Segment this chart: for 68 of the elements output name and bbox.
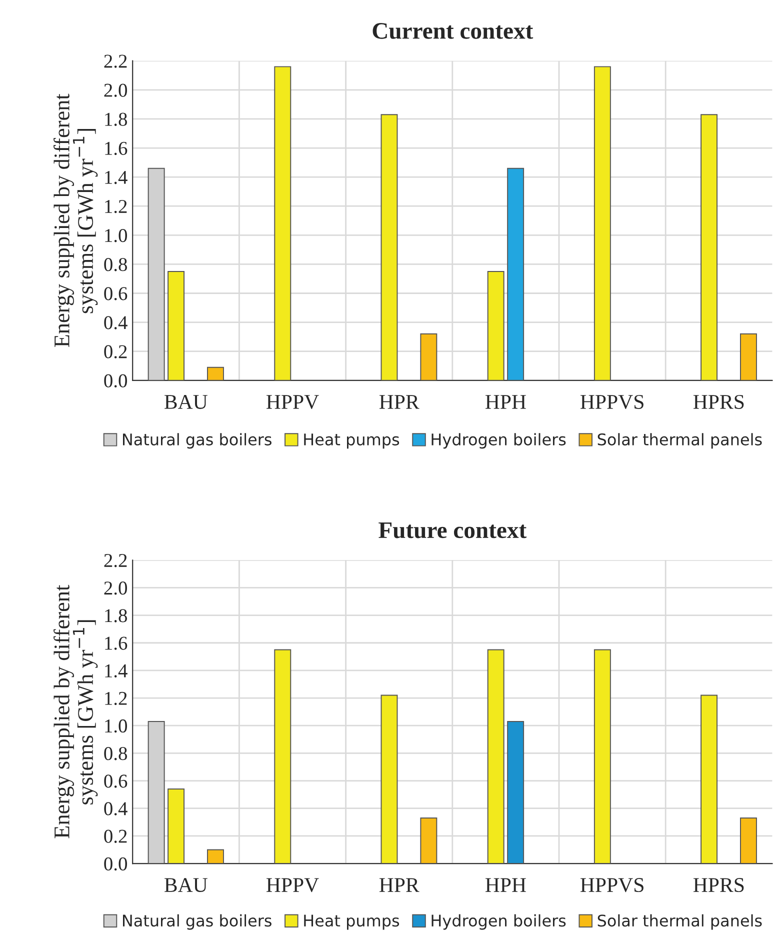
x-tick-label: HPRS xyxy=(693,394,744,409)
legend-label: Heat pumps xyxy=(304,914,400,930)
bar xyxy=(487,270,504,380)
y-tick-label: 2.2 xyxy=(104,54,127,68)
x-tick-label: HPH xyxy=(485,878,526,892)
y-tick-label: 0.4 xyxy=(104,802,128,816)
chart-title: Current context xyxy=(372,23,534,39)
x-tick-label: HPPVS xyxy=(580,394,644,410)
legend-label: Solar thermal panels xyxy=(598,433,762,449)
x-tick-label: BAU xyxy=(164,394,208,409)
bar xyxy=(740,818,757,864)
bar xyxy=(594,66,611,380)
x-tick-label: HPPV xyxy=(266,878,319,892)
y-tick-label: 0.8 xyxy=(104,747,127,760)
y-axis-title: Energy supplied by different systems [GWh yr$^{−1}$] xyxy=(54,94,98,348)
x-tick-label: HPR xyxy=(379,878,420,892)
bar xyxy=(274,649,292,864)
bar xyxy=(700,694,718,864)
y-tick-label: 0.6 xyxy=(104,287,128,300)
bar xyxy=(380,694,398,864)
bar xyxy=(740,333,757,380)
bar xyxy=(487,649,504,864)
y-tick-label: 0.0 xyxy=(104,857,127,871)
y-tick-label: 0.0 xyxy=(104,374,127,388)
legend-label: Hydrogen boilers xyxy=(432,433,566,449)
y-tick-label: 1.4 xyxy=(105,664,128,678)
y-tick-label: 0.4 xyxy=(104,316,128,330)
y-tick-label: 0.2 xyxy=(104,345,127,358)
y-tick-label: 1.2 xyxy=(105,200,127,214)
bar xyxy=(700,114,718,380)
x-tick-label: HPRS xyxy=(693,878,744,892)
bar xyxy=(420,818,438,864)
y-tick-label: 1.4 xyxy=(105,170,128,184)
legend-label: Hydrogen boilers xyxy=(432,914,566,930)
legend-label: Heat pumps xyxy=(304,434,400,449)
x-tick-label: HPPV xyxy=(266,395,319,410)
bar xyxy=(380,114,398,380)
chart-title: Future context xyxy=(378,522,527,538)
y-tick-label: 1.0 xyxy=(105,719,127,733)
y-tick-label: 1.8 xyxy=(105,112,127,126)
legend-label: Solar thermal panels xyxy=(598,914,762,930)
bar xyxy=(594,649,611,864)
y-axis-title: Energy supplied by different systems [GWh yr$^{−1}$] xyxy=(54,584,98,838)
x-tick-label: BAU xyxy=(164,878,208,892)
bar xyxy=(507,168,524,380)
bar xyxy=(207,366,224,380)
x-tick-label: HPH xyxy=(485,395,526,409)
legend-label: Natural gas boilers xyxy=(123,433,272,449)
y-tick-label: 1.6 xyxy=(105,142,128,156)
x-tick-label: HPR xyxy=(379,395,420,409)
bar xyxy=(207,849,224,864)
y-tick-label: 0.8 xyxy=(104,258,127,272)
x-tick-label: HPPVS xyxy=(580,878,644,892)
y-tick-label: 0.6 xyxy=(104,774,128,788)
y-tick-label: 1.6 xyxy=(105,636,128,650)
legend-label: Natural gas boilers xyxy=(123,914,272,930)
y-tick-label: 1.0 xyxy=(105,228,127,242)
bar xyxy=(168,788,185,864)
y-tick-label: 2.0 xyxy=(104,582,127,595)
bar xyxy=(274,66,292,380)
y-tick-label: 1.8 xyxy=(105,609,127,622)
bar xyxy=(168,270,185,380)
y-tick-label: 2.2 xyxy=(104,554,127,568)
bar xyxy=(420,333,438,380)
bar xyxy=(507,720,524,864)
y-tick-label: 2.0 xyxy=(104,84,127,97)
y-tick-label: 1.2 xyxy=(105,692,127,706)
y-tick-label: 0.2 xyxy=(104,830,127,843)
